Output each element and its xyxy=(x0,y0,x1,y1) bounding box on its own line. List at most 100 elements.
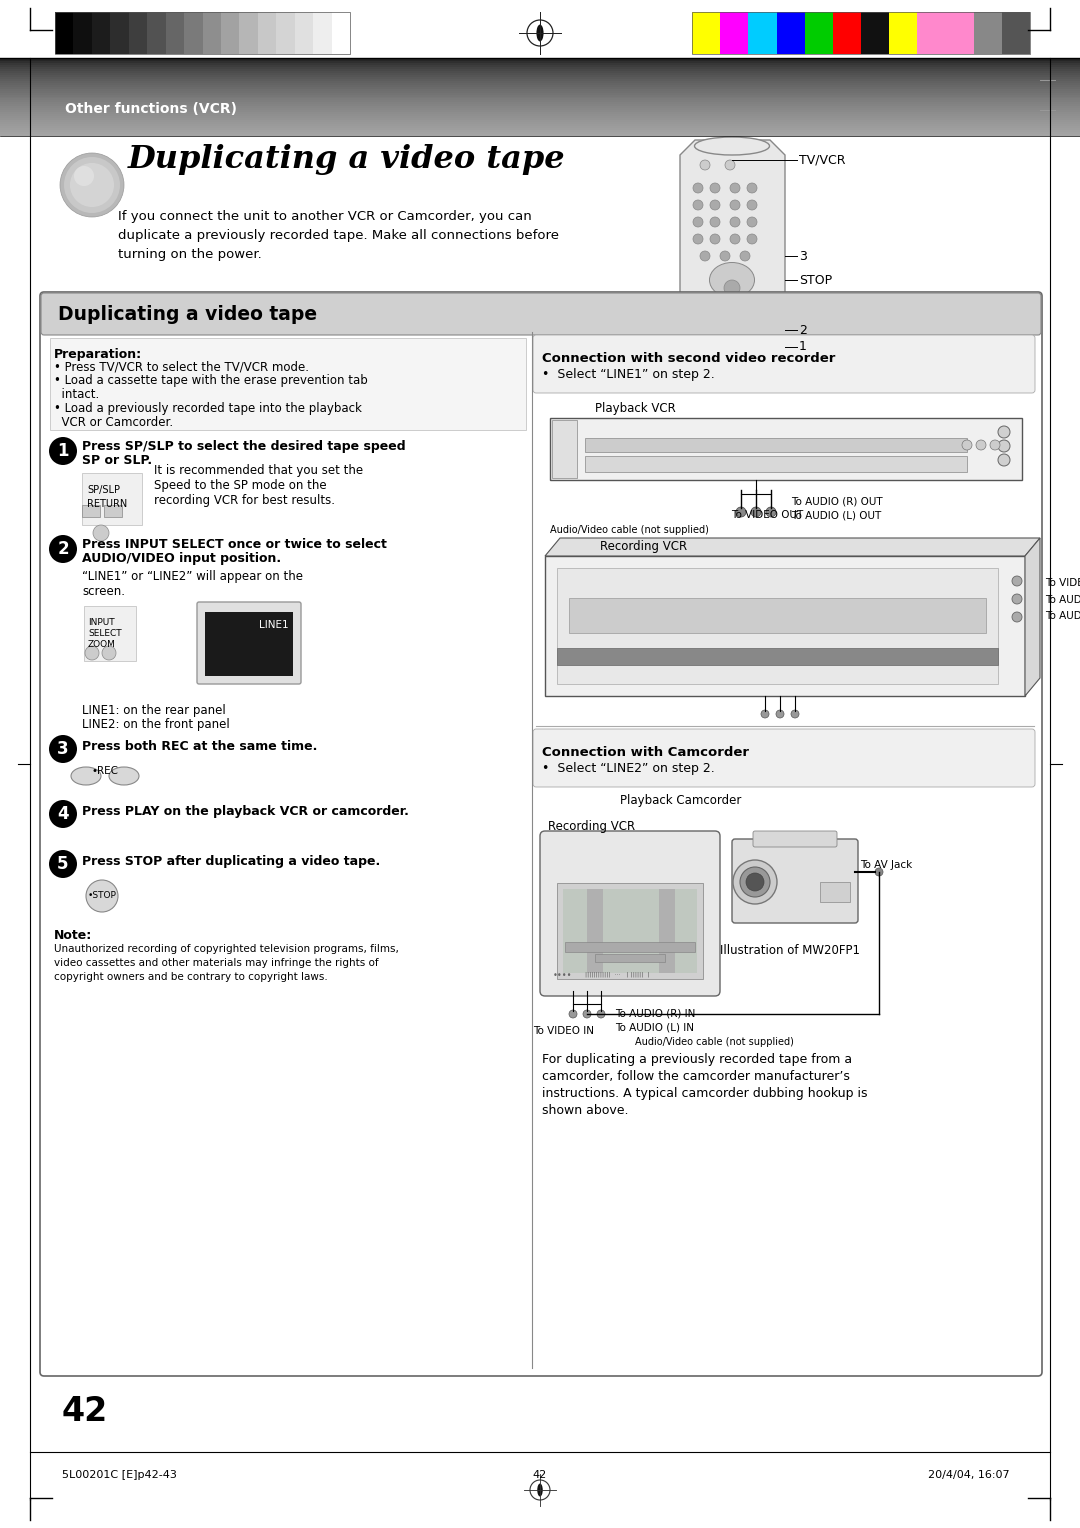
Circle shape xyxy=(747,342,757,351)
Text: camcorder, follow the camcorder manufacturer’s: camcorder, follow the camcorder manufact… xyxy=(542,1070,850,1083)
Circle shape xyxy=(85,646,99,660)
Bar xyxy=(0,112,1080,115)
Bar xyxy=(585,455,967,472)
Circle shape xyxy=(693,359,703,368)
Text: screen.: screen. xyxy=(82,585,125,597)
Bar xyxy=(203,12,221,53)
Circle shape xyxy=(998,454,1010,466)
Circle shape xyxy=(49,437,77,465)
Bar xyxy=(0,83,1080,86)
Bar xyxy=(0,119,1080,122)
Bar xyxy=(0,76,1080,79)
Bar xyxy=(258,12,276,53)
Text: Press PLAY on the playback VCR or camcorder.: Press PLAY on the playback VCR or camcor… xyxy=(82,805,409,817)
Circle shape xyxy=(1012,594,1022,604)
Bar xyxy=(0,66,1080,67)
Circle shape xyxy=(720,251,730,261)
Text: ••••: •••• xyxy=(553,972,572,979)
Circle shape xyxy=(747,183,757,193)
FancyBboxPatch shape xyxy=(534,729,1035,787)
Text: 5L00201C [E]p42-43: 5L00201C [E]p42-43 xyxy=(62,1470,177,1481)
Text: For duplicating a previously recorded tape from a: For duplicating a previously recorded ta… xyxy=(542,1053,852,1067)
Circle shape xyxy=(766,507,777,516)
Text: To AUDIO (L) IN: To AUDIO (L) IN xyxy=(615,1024,694,1033)
Bar xyxy=(0,128,1080,130)
Bar xyxy=(221,12,240,53)
Text: To AUDIO (R) OUT: To AUDIO (R) OUT xyxy=(791,497,882,507)
Bar xyxy=(0,95,1080,96)
Circle shape xyxy=(49,850,77,879)
Bar xyxy=(557,648,998,665)
Circle shape xyxy=(75,167,94,186)
Circle shape xyxy=(70,163,114,206)
Text: To AUDIO (R) IN: To AUDIO (R) IN xyxy=(1045,610,1080,620)
Bar xyxy=(595,953,665,961)
Circle shape xyxy=(748,377,756,385)
Text: LINE2: on the front panel: LINE2: on the front panel xyxy=(82,718,230,730)
Bar xyxy=(0,69,1080,72)
Circle shape xyxy=(693,200,703,209)
Bar xyxy=(104,504,122,516)
Text: Press STOP after duplicating a video tape.: Press STOP after duplicating a video tap… xyxy=(82,856,380,868)
Bar xyxy=(0,118,1080,121)
Bar xyxy=(82,504,100,516)
Text: SP/SLP: SP/SLP xyxy=(87,484,120,495)
Text: If you connect the unit to another VCR or Camcorder, you can: If you connect the unit to another VCR o… xyxy=(118,209,531,223)
Circle shape xyxy=(693,183,703,193)
Circle shape xyxy=(747,200,757,209)
Text: Duplicating a video tape: Duplicating a video tape xyxy=(58,306,318,324)
Bar xyxy=(833,12,861,53)
FancyBboxPatch shape xyxy=(197,602,301,685)
Text: 2: 2 xyxy=(799,324,807,336)
Text: To AUDIO (L) IN: To AUDIO (L) IN xyxy=(1045,594,1080,604)
Circle shape xyxy=(60,153,124,217)
Circle shape xyxy=(710,200,720,209)
Circle shape xyxy=(990,440,1000,451)
Bar xyxy=(974,12,1002,53)
Circle shape xyxy=(693,342,703,351)
Text: Press SP/SLP to select the desired tape speed: Press SP/SLP to select the desired tape … xyxy=(82,440,406,452)
Bar xyxy=(569,597,986,633)
Bar xyxy=(0,84,1080,87)
Bar xyxy=(0,89,1080,92)
Bar xyxy=(0,93,1080,95)
Text: LINE1: LINE1 xyxy=(259,620,289,630)
Text: •REC: •REC xyxy=(92,766,119,776)
Bar xyxy=(313,12,332,53)
Bar xyxy=(552,420,577,478)
Text: recording VCR for best results.: recording VCR for best results. xyxy=(154,494,335,507)
Text: LINE1: on the rear panel: LINE1: on the rear panel xyxy=(82,704,226,717)
Text: It is recommended that you set the: It is recommended that you set the xyxy=(154,465,363,477)
Circle shape xyxy=(710,234,720,244)
Bar xyxy=(55,12,350,53)
Text: To VIDEO OUT: To VIDEO OUT xyxy=(731,510,804,520)
FancyBboxPatch shape xyxy=(540,831,720,996)
Bar xyxy=(50,338,526,429)
Bar xyxy=(917,12,945,53)
Ellipse shape xyxy=(537,1484,543,1496)
Text: Playback Camcorder: Playback Camcorder xyxy=(620,795,741,807)
Circle shape xyxy=(86,880,118,912)
Text: ZOOM: ZOOM xyxy=(87,640,116,649)
Text: turning on the power.: turning on the power. xyxy=(118,248,261,261)
Bar xyxy=(0,122,1080,124)
Text: • Load a previously recorded tape into the playback: • Load a previously recorded tape into t… xyxy=(54,402,362,416)
Ellipse shape xyxy=(708,303,723,313)
Circle shape xyxy=(746,872,764,891)
Text: instructions. A typical camcorder dubbing hookup is: instructions. A typical camcorder dubbin… xyxy=(542,1086,867,1100)
Bar xyxy=(557,883,703,979)
Text: AUDIO/VIDEO input position.: AUDIO/VIDEO input position. xyxy=(82,552,281,565)
Bar xyxy=(585,439,967,452)
Circle shape xyxy=(730,200,740,209)
Bar xyxy=(110,12,129,53)
Bar xyxy=(692,324,706,332)
Circle shape xyxy=(730,325,740,335)
Bar xyxy=(0,90,1080,93)
Bar xyxy=(563,889,697,973)
Ellipse shape xyxy=(537,24,543,41)
Text: video cassettes and other materials may infringe the rights of: video cassettes and other materials may … xyxy=(54,958,379,969)
Text: 42: 42 xyxy=(62,1395,108,1429)
Bar xyxy=(805,12,833,53)
Bar xyxy=(0,101,1080,102)
Circle shape xyxy=(700,160,710,170)
